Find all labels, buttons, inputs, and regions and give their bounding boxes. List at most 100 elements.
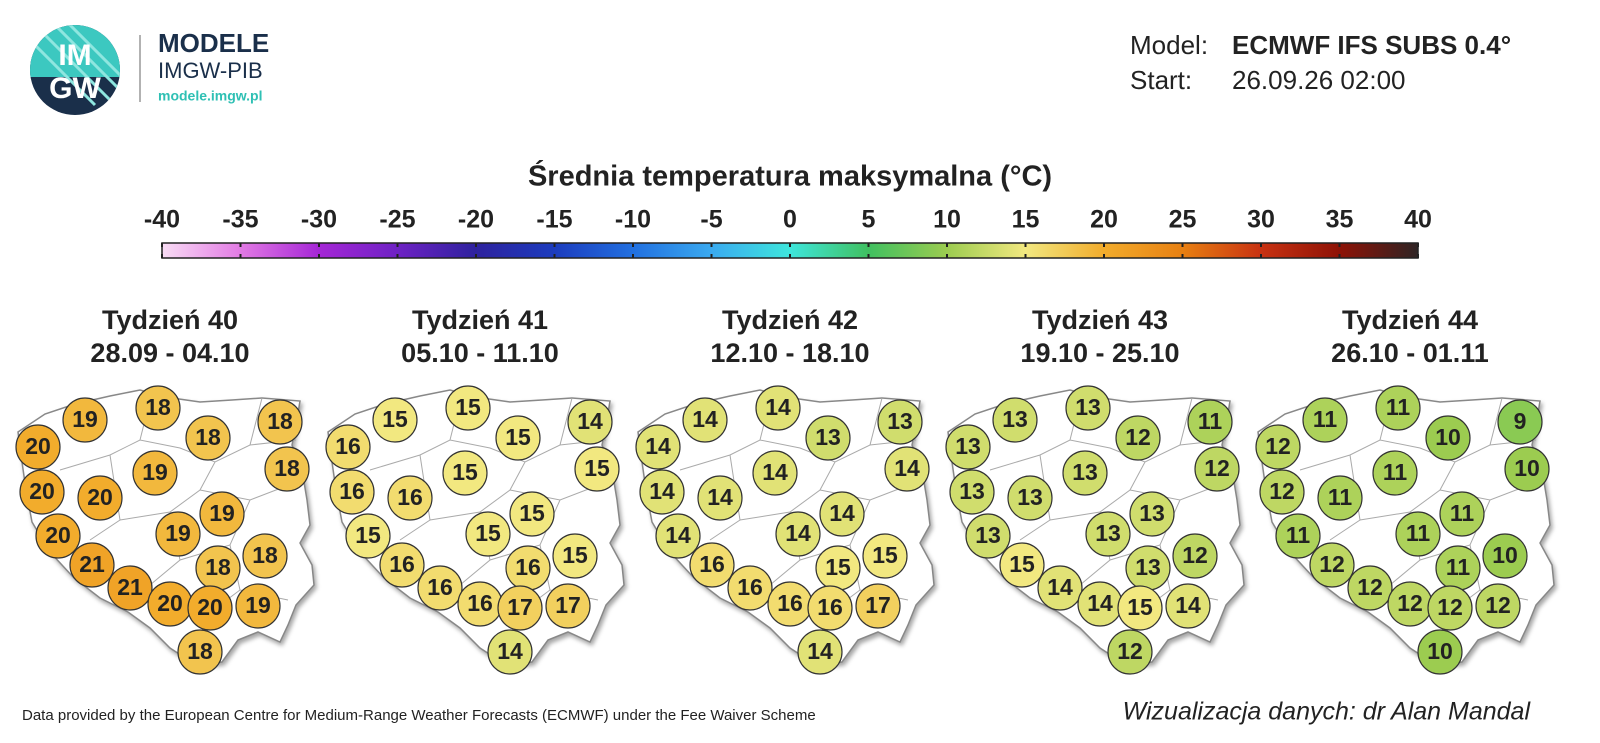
station-value: 15 xyxy=(452,459,478,485)
station-marker xyxy=(1062,450,1108,496)
station-marker xyxy=(755,385,801,431)
station-marker xyxy=(727,565,773,611)
station-value: 14 xyxy=(1047,574,1073,600)
station-value: 12 xyxy=(1117,638,1143,664)
station-marker xyxy=(257,399,303,445)
station-marker xyxy=(132,450,178,496)
station-value: 12 xyxy=(1265,433,1291,459)
station-marker xyxy=(992,397,1038,443)
station-marker xyxy=(949,469,995,515)
map-title: Tydzień 42 xyxy=(722,305,858,335)
station-value: 9 xyxy=(1514,408,1527,434)
station-marker xyxy=(1115,415,1161,461)
station-marker xyxy=(417,565,463,611)
station-value: 18 xyxy=(252,542,278,568)
station-value: 15 xyxy=(1127,594,1153,620)
map-dates: 26.10 - 01.11 xyxy=(1331,338,1489,368)
station-value: 14 xyxy=(829,500,855,526)
colorbar-tick-label: 30 xyxy=(1247,206,1275,234)
station-value: 14 xyxy=(1175,592,1201,618)
colorbar-tick-label: -5 xyxy=(700,206,722,234)
station-value: 21 xyxy=(79,551,105,577)
colorbar-tick-label: 35 xyxy=(1326,206,1354,234)
station-value: 13 xyxy=(1002,406,1028,432)
station-marker xyxy=(155,511,201,557)
station-marker xyxy=(689,542,735,588)
station-value: 16 xyxy=(777,590,803,616)
station-value: 11 xyxy=(1198,408,1223,434)
logo-text: IM xyxy=(58,39,91,72)
station-value: 19 xyxy=(142,459,168,485)
station-value: 13 xyxy=(1139,500,1165,526)
colorbar-tick-label: -10 xyxy=(615,206,651,234)
station-marker xyxy=(1375,385,1421,431)
colorbar-tick-label: -30 xyxy=(301,206,337,234)
chart-title: Średnia temperatura maksymalna (°C) xyxy=(528,159,1052,193)
station-value: 16 xyxy=(817,594,843,620)
station-marker xyxy=(69,542,115,588)
station-marker xyxy=(329,469,375,515)
url: modele.imgw.pl xyxy=(158,88,263,104)
station-value: 15 xyxy=(382,406,408,432)
station-marker xyxy=(682,397,728,443)
station-marker xyxy=(877,399,923,445)
map-dates: 19.10 - 25.10 xyxy=(1020,338,1179,368)
station-marker xyxy=(1302,397,1348,443)
station-value: 14 xyxy=(645,433,671,459)
map-title: Tydzień 41 xyxy=(412,305,548,335)
colorbar-tick-label: 0 xyxy=(783,206,797,234)
station-value: 17 xyxy=(507,594,533,620)
station-value: 14 xyxy=(497,638,523,664)
station-value: 14 xyxy=(665,522,691,548)
station-value: 15 xyxy=(1009,551,1035,577)
station-value: 12 xyxy=(1125,424,1151,450)
station-value: 18 xyxy=(267,408,293,434)
map-title: Tydzień 44 xyxy=(1342,305,1478,335)
station-value: 14 xyxy=(692,406,718,432)
station-value: 16 xyxy=(699,551,725,577)
station-value: 10 xyxy=(1435,424,1461,450)
station-value: 13 xyxy=(887,408,913,434)
station-value: 19 xyxy=(209,500,235,526)
station-marker xyxy=(135,385,181,431)
station-marker xyxy=(1372,450,1418,496)
station-marker xyxy=(752,450,798,496)
map-title: Tydzień 43 xyxy=(1032,305,1168,335)
station-value: 20 xyxy=(157,590,183,616)
station-value: 11 xyxy=(1386,394,1411,420)
station-value: 19 xyxy=(72,406,98,432)
station-marker xyxy=(445,385,491,431)
station-value: 15 xyxy=(519,500,545,526)
station-value: 21 xyxy=(117,574,143,600)
start: 26.09.26 02:00 xyxy=(1232,65,1406,95)
station-marker xyxy=(545,583,591,629)
station-marker xyxy=(1107,629,1153,675)
station-value: 13 xyxy=(1075,394,1101,420)
station-marker xyxy=(862,533,908,579)
station-marker xyxy=(567,399,613,445)
station-value: 10 xyxy=(1492,542,1518,568)
station-value: 11 xyxy=(1446,554,1471,580)
station-marker xyxy=(107,565,153,611)
station-marker xyxy=(35,513,81,559)
model: ECMWF IFS SUBS 0.4° xyxy=(1232,30,1511,60)
station-marker xyxy=(552,533,598,579)
colorbar-tick-label: 25 xyxy=(1169,206,1197,234)
station-marker xyxy=(855,583,901,629)
station-marker xyxy=(1317,475,1363,521)
station-marker xyxy=(1259,469,1305,515)
station-value: 12 xyxy=(1397,590,1423,616)
station-value: 12 xyxy=(1357,574,1383,600)
station-value: 16 xyxy=(339,478,365,504)
station-value: 20 xyxy=(87,484,113,510)
station-marker xyxy=(1037,565,1083,611)
station-marker xyxy=(442,450,488,496)
station-marker xyxy=(1439,491,1485,537)
station-value: 14 xyxy=(894,455,920,481)
station-marker xyxy=(574,446,620,492)
station-value: 13 xyxy=(1095,520,1121,546)
station-value: 18 xyxy=(187,638,213,664)
station-value: 18 xyxy=(195,424,221,450)
